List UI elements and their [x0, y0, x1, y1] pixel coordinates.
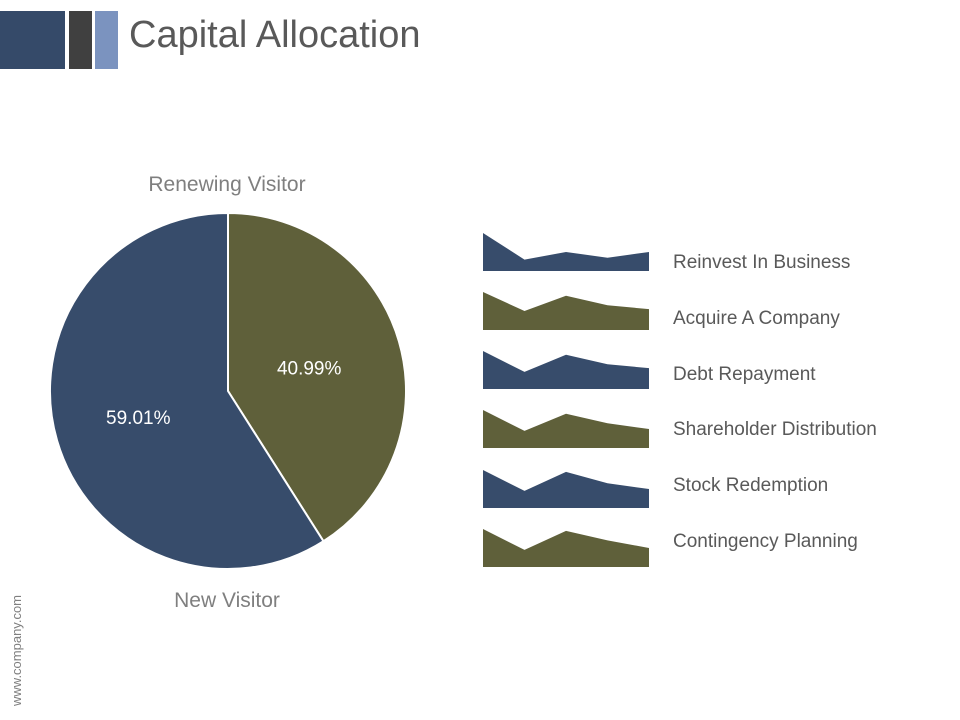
sparkline-stock: [483, 470, 649, 508]
sparkline-area: [483, 410, 649, 448]
header-block-1: [0, 11, 65, 69]
header-block-2: [69, 11, 92, 69]
sparkline-reinvest: [483, 233, 649, 271]
pie-top-label: Renewing Visitor: [148, 173, 306, 196]
sparkline-area: [483, 529, 649, 567]
pie-slice-new-visitor: [49, 211, 325, 570]
legend-label-debt: Debt Repayment: [673, 364, 816, 385]
header-block-3: [95, 11, 118, 69]
slice-label-renewing: 40.99%: [277, 358, 342, 379]
legend-label-shareholder: Shareholder Distribution: [673, 419, 877, 440]
slice-label-new: 59.01%: [106, 408, 171, 429]
legend-label-acquire: Acquire A Company: [673, 308, 840, 329]
sparkline-shareholder: [483, 410, 649, 448]
sparkline-area: [483, 233, 649, 271]
legend-label-stock: Stock Redemption: [673, 475, 829, 496]
sparkline-contingency: [483, 529, 649, 567]
page-title: Capital Allocation: [129, 14, 421, 56]
sparkline-acquire: [483, 292, 649, 330]
sparkline-area: [483, 470, 649, 508]
sparkline-debt: [483, 351, 649, 389]
pie-bottom-label: New Visitor: [174, 589, 280, 612]
legend-label-reinvest: Reinvest In Business: [673, 252, 851, 273]
legend-label-contingency: Contingency Planning: [673, 531, 858, 552]
sparkline-area: [483, 351, 649, 389]
footer-url: www.company.com: [9, 594, 24, 706]
sparkline-area: [483, 292, 649, 330]
pie-chart: 40.99% 59.01%: [49, 211, 407, 570]
